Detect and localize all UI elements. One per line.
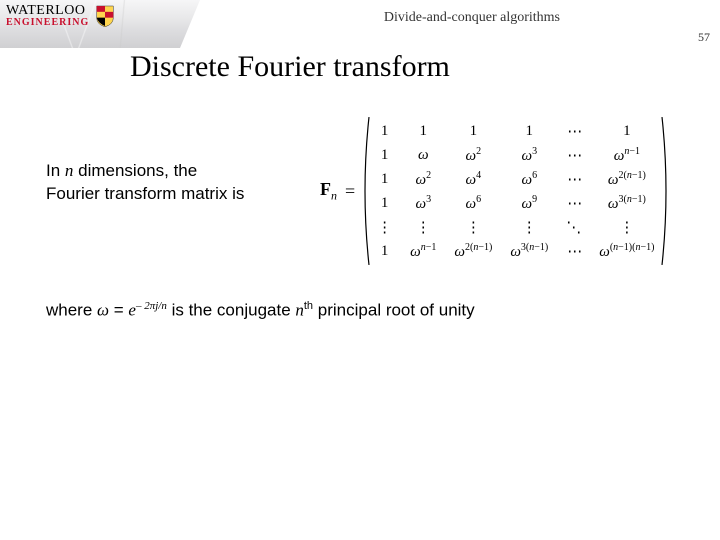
matrix-cell: 1 xyxy=(377,171,392,188)
matrix-grid: 1 1 1 1 ⋯ 1 1 ω ω2 ω3 ⋯ ωn−1 1 ω2 ω4 ω6 ⋯ ω2(n−1) 1 ω3 ω6 ω9 ⋯… xyxy=(371,115,660,267)
matrix-cell: ⋮ xyxy=(410,218,436,237)
intro-part-b: dimensions, the xyxy=(73,161,197,180)
where-eq: = xyxy=(109,301,128,320)
matrix-cell: 1 xyxy=(377,147,392,164)
matrix-cell: ω2(n−1) xyxy=(454,242,492,261)
matrix-cell: ⋯ xyxy=(566,170,581,189)
where-a: where xyxy=(46,301,97,320)
body-text-where: where ω = e– 2πj/n is the conjugate nth … xyxy=(46,300,475,321)
matrix-cell: 1 xyxy=(377,195,392,212)
matrix-cell: ω3 xyxy=(510,146,548,165)
matrix-cell: ⋮ xyxy=(454,218,492,237)
matrix-cell: ω4 xyxy=(454,170,492,189)
fourier-matrix-equation: Fn = 1 1 1 1 ⋯ 1 1 ω ω2 ω3 ⋯ ωn−1 1 ω2 ω4 ω6 ⋯ ω2(n−1) 1 ω3… xyxy=(320,115,672,267)
where-n: n xyxy=(295,301,304,320)
where-th: th xyxy=(304,300,313,312)
matrix-cell: ⋯ xyxy=(566,242,581,261)
matrix-cell: ω3(n−1) xyxy=(510,242,548,261)
equals-sign: = xyxy=(345,181,355,202)
matrix-cell: ⋮ xyxy=(510,218,548,237)
matrix-cell: ω6 xyxy=(510,170,548,189)
where-exponent: – 2πj/n xyxy=(136,300,167,312)
matrix-cell: ω2 xyxy=(454,146,492,165)
matrix-cell: 1 xyxy=(599,123,654,140)
intro-part-a: In xyxy=(46,161,65,180)
where-b: is the conjugate xyxy=(167,301,296,320)
left-paren-icon xyxy=(359,115,371,267)
matrix-symbol-sub: n xyxy=(331,188,337,202)
body-text-intro: In n dimensions, the Fourier transform m… xyxy=(46,160,316,206)
logo-top-text: WATERLOO xyxy=(6,5,89,18)
where-e: e xyxy=(128,301,136,320)
matrix-cell: 1 xyxy=(410,123,436,140)
matrix-body: 1 1 1 1 ⋯ 1 1 ω ω2 ω3 ⋯ ωn−1 1 ω2 ω4 ω6 ⋯ ω2(n−1) 1 ω3 ω6 ω9 ⋯… xyxy=(359,115,672,267)
matrix-cell: ω2 xyxy=(410,170,436,189)
matrix-cell: ω(n−1)(n−1) xyxy=(599,242,654,261)
matrix-cell: ⋱ xyxy=(566,218,581,237)
shield-icon xyxy=(95,4,115,28)
page-number: 57 xyxy=(698,30,710,45)
matrix-cell: ⋮ xyxy=(377,218,392,237)
slide-header: WATERLOO ENGINEERING Divide-and-conquer … xyxy=(0,0,720,48)
matrix-cell: ω3 xyxy=(410,194,436,213)
matrix-cell: ⋯ xyxy=(566,194,581,213)
matrix-symbol: Fn xyxy=(320,179,337,204)
matrix-cell: ω9 xyxy=(510,194,548,213)
logo-text: WATERLOO ENGINEERING xyxy=(6,5,89,27)
right-paren-icon xyxy=(660,115,672,267)
matrix-cell: ω6 xyxy=(454,194,492,213)
matrix-cell: ωn−1 xyxy=(599,146,654,165)
matrix-cell: ⋮ xyxy=(599,218,654,237)
matrix-cell: 1 xyxy=(510,123,548,140)
matrix-cell: ⋯ xyxy=(566,146,581,165)
intro-line2: Fourier transform matrix is xyxy=(46,184,244,203)
matrix-cell: 1 xyxy=(377,243,392,260)
matrix-cell: ω3(n−1) xyxy=(599,194,654,213)
where-c: principal root of unity xyxy=(313,301,475,320)
matrix-symbol-F: F xyxy=(320,179,331,199)
matrix-cell: ω xyxy=(410,147,436,164)
matrix-cell: ⋯ xyxy=(566,122,581,141)
logo-bottom-text: ENGINEERING xyxy=(6,18,89,27)
slide-title: Discrete Fourier transform xyxy=(130,50,450,84)
matrix-cell: 1 xyxy=(454,123,492,140)
matrix-cell: ω2(n−1) xyxy=(599,170,654,189)
matrix-cell: 1 xyxy=(377,123,392,140)
university-logo: WATERLOO ENGINEERING xyxy=(6,4,115,28)
matrix-cell: ωn−1 xyxy=(410,242,436,261)
where-omega: ω xyxy=(97,301,109,320)
course-title: Divide-and-conquer algorithms xyxy=(384,10,560,26)
